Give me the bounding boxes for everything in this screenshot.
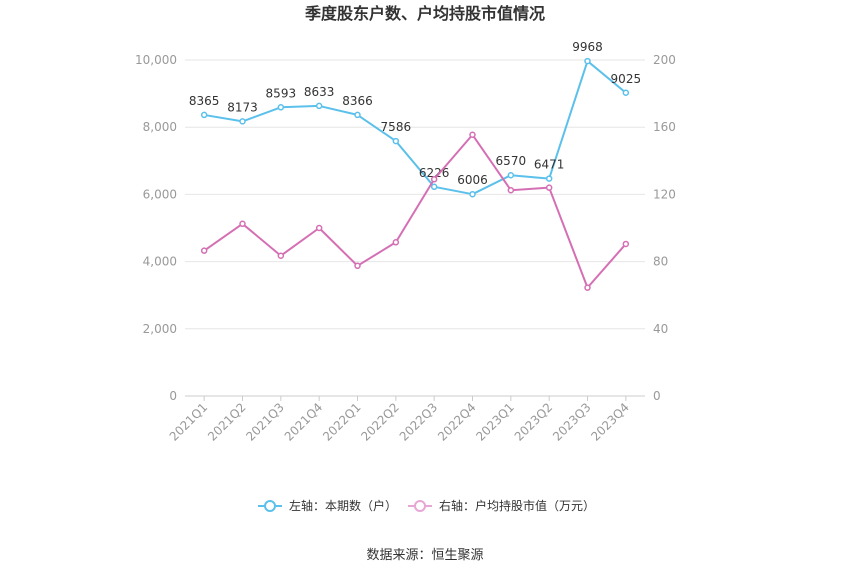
left-tick-label: 10,000	[135, 53, 177, 67]
data-label: 8633	[304, 85, 335, 99]
x-tick-label: 2022Q3	[397, 400, 441, 444]
data-label: 6570	[496, 154, 527, 168]
x-tick-label: 2022Q1	[320, 400, 364, 444]
left-axis: 0 2,000 4,000 6,000 8,000 10,000	[135, 53, 177, 403]
x-tick-label: 2023Q3	[550, 400, 594, 444]
left-tick-label: 4,000	[143, 255, 177, 269]
right-tick-label: 40	[653, 322, 668, 336]
grid-lines	[185, 59, 645, 397]
data-label: 8366	[342, 94, 373, 108]
left-tick-label: 2,000	[143, 322, 177, 336]
data-point-left	[277, 104, 285, 111]
right-tick-label: 160	[653, 120, 676, 134]
data-label: 6471	[534, 158, 565, 172]
data-point-right	[354, 262, 361, 270]
legend[interactable]: 左轴：本期数（户） 右轴：户均持股市值（万元）	[258, 498, 595, 513]
x-tick-label: 2022Q2	[358, 400, 402, 444]
data-point-left	[622, 89, 630, 97]
data-point-right	[430, 176, 438, 183]
data-point-right	[200, 247, 208, 254]
legend-marker-right	[414, 500, 426, 512]
data-point-right	[277, 252, 285, 259]
x-tick-label: 2021Q2	[205, 400, 249, 444]
data-point-right	[545, 184, 553, 191]
right-axis: 0 40 80 120 160 200	[653, 53, 676, 403]
x-tick-label: 2021Q4	[282, 400, 326, 444]
data-point-left	[200, 111, 208, 119]
x-axis: 2021Q12021Q22021Q32021Q42022Q12022Q22022…	[167, 396, 632, 444]
series-right	[200, 131, 630, 291]
series-line-right	[203, 133, 627, 289]
data-point-left	[430, 183, 438, 191]
data-point-right	[622, 240, 630, 248]
legend-marker-left	[264, 500, 276, 512]
data-point-right	[392, 239, 400, 246]
data-point-right	[239, 220, 246, 228]
data-label: 8365	[189, 94, 220, 108]
series-line-left	[204, 60, 627, 196]
left-tick-label: 0	[169, 389, 177, 403]
x-tick-label: 2023Q4	[588, 400, 632, 444]
right-tick-label: 80	[653, 255, 668, 269]
data-point-right	[584, 284, 591, 291]
chart-title: 季度股东户数、户均持股市值情况	[304, 4, 545, 23]
x-tick-label: 2022Q4	[435, 400, 479, 444]
x-tick-label: 2023Q1	[473, 400, 517, 444]
data-label: 6006	[457, 173, 488, 187]
legend-item-left-series[interactable]: 左轴：本期数（户）	[258, 498, 397, 513]
data-point-left	[545, 175, 553, 182]
data-point-right	[315, 224, 323, 232]
data-point-right	[507, 186, 515, 194]
legend-label-left: 左轴：本期数（户）	[289, 498, 397, 513]
data-point-left	[392, 137, 400, 145]
legend-label-right: 右轴：户均持股市值（万元）	[439, 498, 595, 513]
data-point-left	[354, 111, 361, 119]
data-label: 9025	[611, 72, 642, 86]
data-source: 数据来源：恒生聚源	[366, 548, 483, 563]
left-tick-label: 6,000	[143, 187, 177, 201]
data-point-right	[469, 131, 476, 139]
data-point-left	[584, 57, 591, 65]
data-label: 8593	[266, 86, 297, 100]
data-point-left	[507, 171, 515, 179]
x-tick-label: 2023Q2	[512, 400, 556, 444]
right-tick-label: 0	[653, 389, 661, 403]
data-label: 8173	[227, 100, 258, 114]
data-label: 7586	[381, 120, 412, 134]
right-tick-label: 120	[653, 187, 676, 201]
x-tick-label: 2021Q1	[167, 400, 211, 444]
x-tick-label: 2021Q3	[243, 400, 287, 444]
data-point-left	[239, 118, 246, 125]
data-point-left	[469, 190, 476, 198]
left-tick-label: 8,000	[143, 120, 177, 134]
right-tick-label: 200	[653, 53, 676, 67]
legend-item-right-series[interactable]: 右轴：户均持股市值（万元）	[408, 498, 595, 513]
data-label: 9968	[572, 40, 603, 54]
data-point-left	[315, 102, 323, 110]
